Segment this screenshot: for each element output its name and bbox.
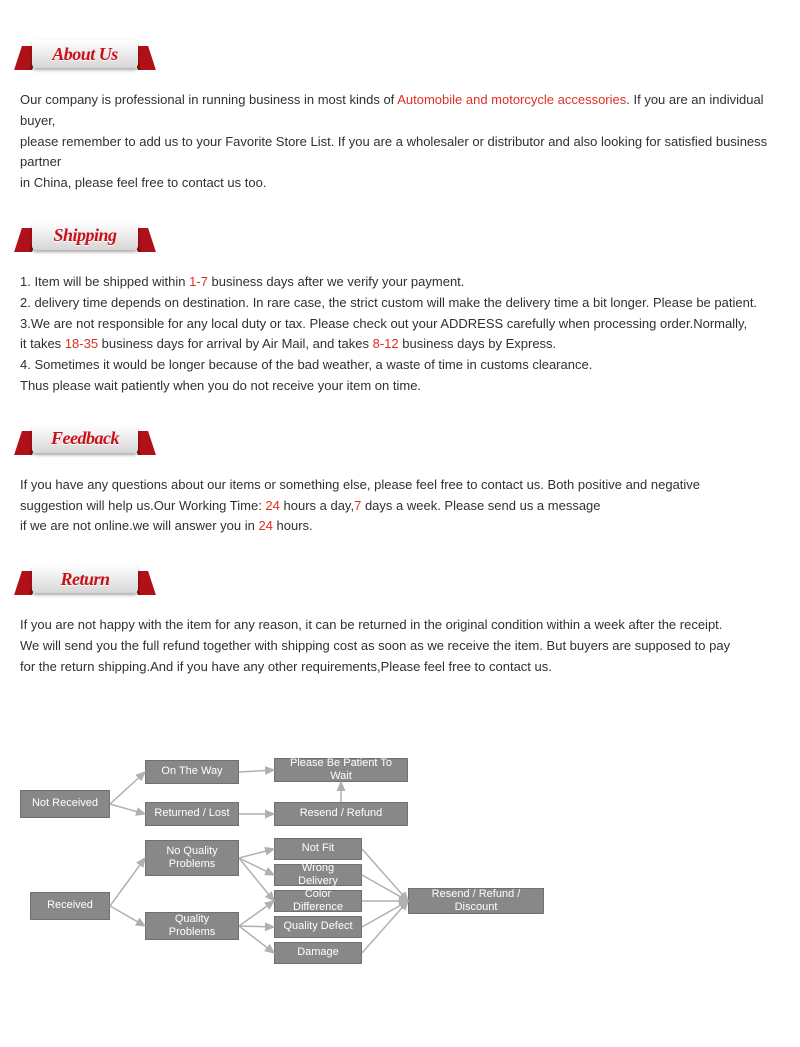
flow-node-patient: Please Be Patient To Wait [274,758,408,782]
text: hours. [273,518,313,533]
flowchart: Not Received Received On The Way Returned /… [20,758,580,988]
text: 2. delivery time depends on destination.… [20,293,780,314]
flow-node-resend2: Resend / Refund / Discount [408,888,544,914]
header-title: Shipping [53,225,116,246]
text: If you are not happy with the item for a… [20,615,780,636]
flow-node-resend1: Resend / Refund [274,802,408,826]
text: business days by Express. [399,336,557,351]
accent-text: 1-7 [189,274,208,289]
text: hours a day, [280,498,354,513]
section-header-about: About Us [20,40,150,72]
text: it takes [20,336,65,351]
accent-text: 8-12 [373,336,399,351]
flow-node-no_quality: No Quality Problems [145,840,239,876]
flow-node-wrong: Wrong Delivery [274,864,362,886]
text: if we are not online.we will answer you … [20,518,258,533]
text: for the return shipping.And if you have … [20,657,780,678]
accent-text: 24 [265,498,279,513]
return-body: If you are not happy with the item for a… [20,615,780,677]
header-plate: Shipping [32,222,138,250]
shipping-body: 1. Item will be shipped within 1-7 busin… [20,272,780,397]
flow-node-received: Received [30,892,110,920]
header-plate: Feedback [32,425,138,453]
text: days a week. Please send us a message [361,498,600,513]
text: We will send you the full refund togethe… [20,636,780,657]
feedback-body: If you have any questions about our item… [20,475,780,537]
flow-node-color_diff: Color Difference [274,890,362,912]
flow-node-not_fit: Not Fit [274,838,362,860]
flow-node-quality: Quality Problems [145,912,239,940]
text: Thus please wait patiently when you do n… [20,376,780,397]
flow-node-returned: Returned / Lost [145,802,239,826]
accent-text: 24 [258,518,272,533]
accent-text: Automobile and motorcycle accessories [397,92,626,107]
flow-node-not_received: Not Received [20,790,110,818]
header-title: Feedback [51,428,119,449]
flow-node-damage: Damage [274,942,362,964]
text: in China, please feel free to contact us… [20,173,780,194]
text: 4. Sometimes it would be longer because … [20,355,780,376]
header-plate: About Us [32,40,138,68]
header-title: About Us [52,44,118,65]
header-title: Return [60,569,109,590]
flow-node-defect: Quality Defect [274,916,362,938]
text: business days after we verify your payme… [208,274,465,289]
section-header-feedback: Feedback [20,425,150,457]
header-plate: Return [32,565,138,593]
text: business days for arrival by Air Mail, a… [98,336,373,351]
section-header-shipping: Shipping [20,222,150,254]
accent-text: 18-35 [65,336,98,351]
text: Our company is professional in running b… [20,92,397,107]
flow-node-on_the_way: On The Way [145,760,239,784]
text: please remember to add us to your Favori… [20,132,780,174]
text: 3.We are not responsible for any local d… [20,314,780,335]
about-body: Our company is professional in running b… [20,90,780,194]
text: 1. Item will be shipped within [20,274,189,289]
section-header-return: Return [20,565,150,597]
text: suggestion will help us.Our Working Time… [20,498,265,513]
text: If you have any questions about our item… [20,475,780,496]
